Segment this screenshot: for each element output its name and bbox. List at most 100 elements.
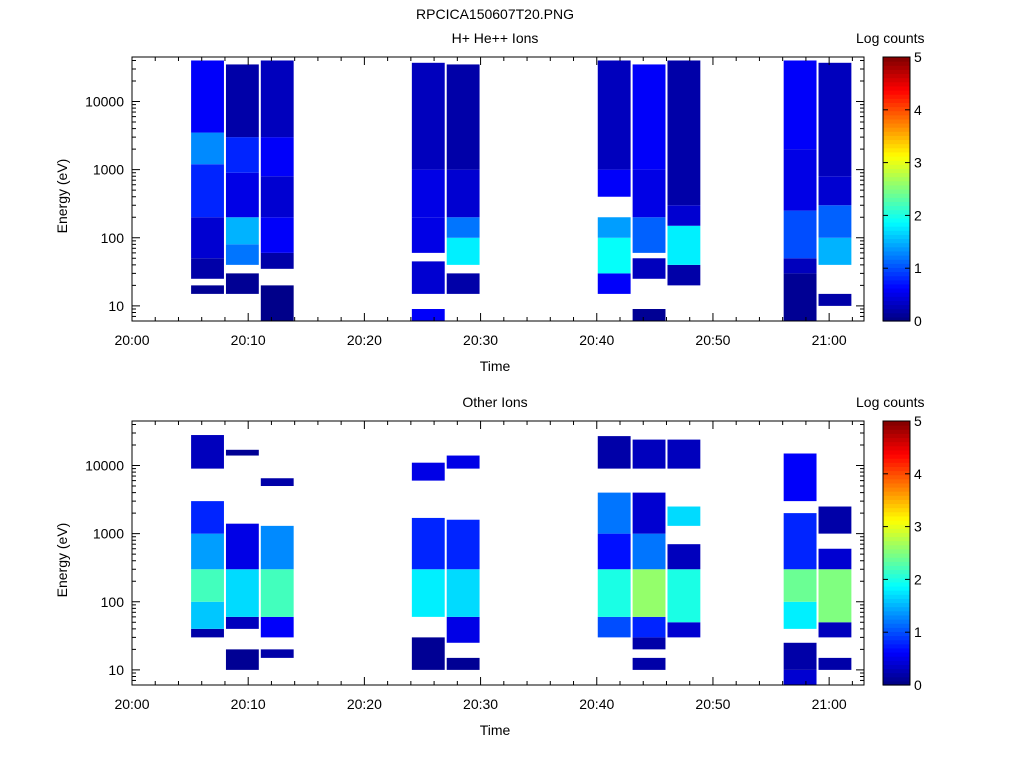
colorbar-step xyxy=(883,499,910,505)
y-tick-label: 10000 xyxy=(85,458,124,474)
colorbar-step xyxy=(883,209,910,215)
colorbar-step xyxy=(883,275,910,281)
spectrogram-cell xyxy=(632,258,666,279)
spectrogram-cell xyxy=(783,60,817,150)
x-tick-label: 20:30 xyxy=(463,332,498,348)
spectrogram-cell xyxy=(191,164,224,218)
colorbar-step xyxy=(883,557,910,562)
panel-2-colorbar-label: Log counts xyxy=(856,394,925,410)
colorbar-step xyxy=(883,528,910,533)
spectrogram-cell xyxy=(632,616,666,638)
spectrogram-cell xyxy=(597,616,631,638)
spectrogram-cell xyxy=(191,132,224,165)
x-tick-label: 21:00 xyxy=(812,696,847,712)
colorbar-step xyxy=(883,548,910,554)
colorbar-step xyxy=(883,470,910,476)
colorbar-step xyxy=(883,102,910,108)
colorbar-step xyxy=(883,532,910,538)
colorbar-step xyxy=(883,193,910,198)
spectrogram-cell xyxy=(411,309,445,321)
colorbar-step xyxy=(883,246,910,252)
colorbar-step xyxy=(883,577,910,583)
spectrogram-cell xyxy=(260,478,294,487)
spectrogram-cell xyxy=(667,205,701,226)
colorbar-step xyxy=(883,581,910,587)
spectrogram-cell xyxy=(597,436,631,469)
spectrogram-cell xyxy=(260,217,294,253)
colorbar-step xyxy=(883,283,910,289)
colorbar-step xyxy=(883,491,910,496)
spectrogram-cell xyxy=(260,252,294,269)
colorbar-step xyxy=(883,118,910,124)
colorbar-step xyxy=(883,598,910,604)
spectrogram-cell xyxy=(191,258,224,279)
colorbar-tick-label: 1 xyxy=(914,260,922,276)
colorbar-step xyxy=(883,520,910,525)
spectrogram-cell xyxy=(225,449,259,456)
spectrogram-cell xyxy=(260,616,294,638)
colorbar-step xyxy=(883,487,910,492)
x-tick-label: 20:40 xyxy=(579,696,614,712)
colorbar-step xyxy=(883,610,910,616)
colorbar-step xyxy=(883,565,910,571)
colorbar-step xyxy=(883,507,910,513)
colorbar-step xyxy=(883,449,910,455)
colorbar-step xyxy=(883,259,910,264)
colorbar-step xyxy=(883,495,910,500)
colorbar-step xyxy=(883,676,910,682)
spectrogram-cell xyxy=(225,217,259,245)
colorbar-step xyxy=(883,304,910,310)
colorbar-step xyxy=(883,230,910,235)
spectrogram-cell xyxy=(597,569,631,617)
spectrogram-cell xyxy=(818,657,852,670)
colorbar-step xyxy=(883,234,910,240)
spectrogram-cell xyxy=(225,273,259,294)
panel-frame xyxy=(131,56,865,322)
colorbar-step xyxy=(883,226,910,231)
spectrogram-cell xyxy=(225,569,259,617)
colorbar-tick-label: 3 xyxy=(914,155,922,171)
spectrogram-cell xyxy=(783,669,817,685)
spectrogram-cell xyxy=(632,637,666,650)
spectrogram-cell xyxy=(783,258,817,274)
spectrogram-cell xyxy=(191,533,224,570)
colorbar-step xyxy=(883,511,910,517)
spectrogram-cell xyxy=(667,225,701,265)
spectrogram-cell xyxy=(597,273,631,294)
spectrogram-cell xyxy=(411,169,445,218)
spectrogram-cell xyxy=(260,569,294,617)
colorbar-tick-label: 5 xyxy=(914,413,922,429)
spectrogram-cell xyxy=(818,176,852,206)
colorbar-step xyxy=(883,540,910,546)
colorbar-step xyxy=(883,421,910,426)
figure-title: RPCICA150607T20.PNG xyxy=(416,6,574,22)
colorbar-step xyxy=(883,553,910,558)
y-tick-label: 100 xyxy=(101,230,125,246)
spectrogram-cell xyxy=(411,517,445,570)
x-tick-label: 20:40 xyxy=(579,332,614,348)
spectrogram-cell xyxy=(191,501,224,534)
spectrogram-cell xyxy=(783,273,817,321)
spectrogram-cell xyxy=(191,217,224,259)
spectrogram-cell xyxy=(260,285,294,321)
spectrogram-cell xyxy=(818,569,852,623)
colorbar-step xyxy=(883,429,910,434)
colorbar-step xyxy=(883,271,910,277)
colorbar-step xyxy=(883,643,910,649)
colorbar-step xyxy=(883,123,910,128)
spectrogram-cell xyxy=(667,569,701,623)
spectrogram-cell xyxy=(225,64,259,138)
colorbar-step xyxy=(883,184,910,190)
colorbar-step xyxy=(883,255,910,260)
spectrogram-cell xyxy=(818,237,852,265)
spectrogram-cell xyxy=(411,462,445,481)
panel-1-title: H+ He++ Ions xyxy=(451,30,539,46)
x-tick-label: 21:00 xyxy=(812,332,847,348)
colorbar-step xyxy=(883,482,910,488)
colorbar-tick-label: 3 xyxy=(914,519,922,535)
colorbar-step xyxy=(883,594,910,599)
colorbar-step xyxy=(883,569,910,575)
colorbar-step xyxy=(883,586,910,591)
colorbar-step xyxy=(883,110,910,116)
